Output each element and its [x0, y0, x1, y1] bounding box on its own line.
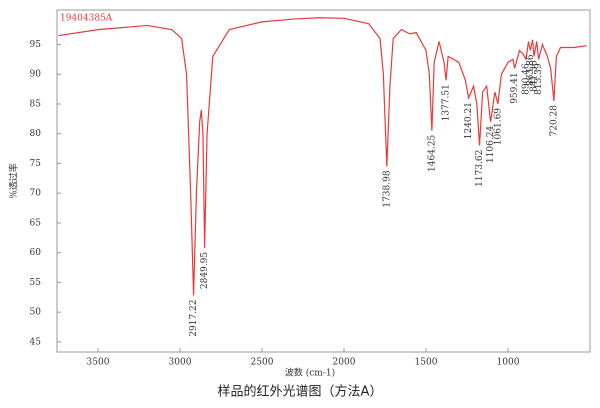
peak-label: 841.36: [530, 60, 540, 92]
y-tick-label: 60: [30, 248, 42, 258]
y-tick-label: 95: [30, 40, 42, 50]
y-tick-label: 90: [30, 70, 42, 80]
caption: 样品的红外光谱图（方法A）: [218, 384, 383, 400]
x-tick-label: 3500: [87, 358, 110, 368]
peak-label: 863.86: [526, 54, 536, 86]
chart-title: 19404385A: [60, 14, 113, 24]
y-tick-label: 50: [30, 308, 42, 318]
x-tick-label: 1500: [415, 358, 438, 368]
peak-label: 1464.25: [427, 134, 437, 171]
peak-label: 1377.51: [442, 84, 452, 121]
peak-label: 2849.95: [200, 252, 210, 289]
peak-label: 1738.98: [382, 170, 392, 207]
x-tick-label: 3000: [169, 358, 192, 368]
peak-label: 720.28: [549, 105, 559, 137]
peak-label: 2917.22: [189, 299, 199, 336]
spectrum-line: [58, 17, 587, 296]
x-tick-label: 2000: [333, 358, 356, 368]
x-axis-label: 波数 (cm-1): [285, 367, 335, 379]
y-tick-label: 55: [30, 278, 42, 288]
peak-label: 1106.24: [486, 126, 496, 163]
y-tick-label: 75: [30, 159, 42, 169]
y-tick-label: 85: [30, 99, 42, 109]
peak-label: 959.41: [510, 72, 520, 104]
y-tick-label: 65: [30, 218, 42, 228]
x-tick-label: 1000: [497, 358, 520, 368]
peak-label: 1240.21: [464, 102, 474, 139]
peak-label: 1173.62: [475, 150, 485, 187]
plot-frame: [56, 9, 591, 353]
y-tick-label: 45: [30, 337, 42, 347]
peak-label: 890.46: [521, 63, 531, 95]
y-axis-label: %透过率: [8, 163, 20, 199]
y-tick-label: 80: [30, 129, 42, 139]
peak-label: 1061.69: [493, 108, 503, 145]
x-tick-label: 2500: [251, 358, 274, 368]
peak-label: 813.39: [534, 63, 544, 95]
y-tick-label: 70: [30, 189, 42, 199]
